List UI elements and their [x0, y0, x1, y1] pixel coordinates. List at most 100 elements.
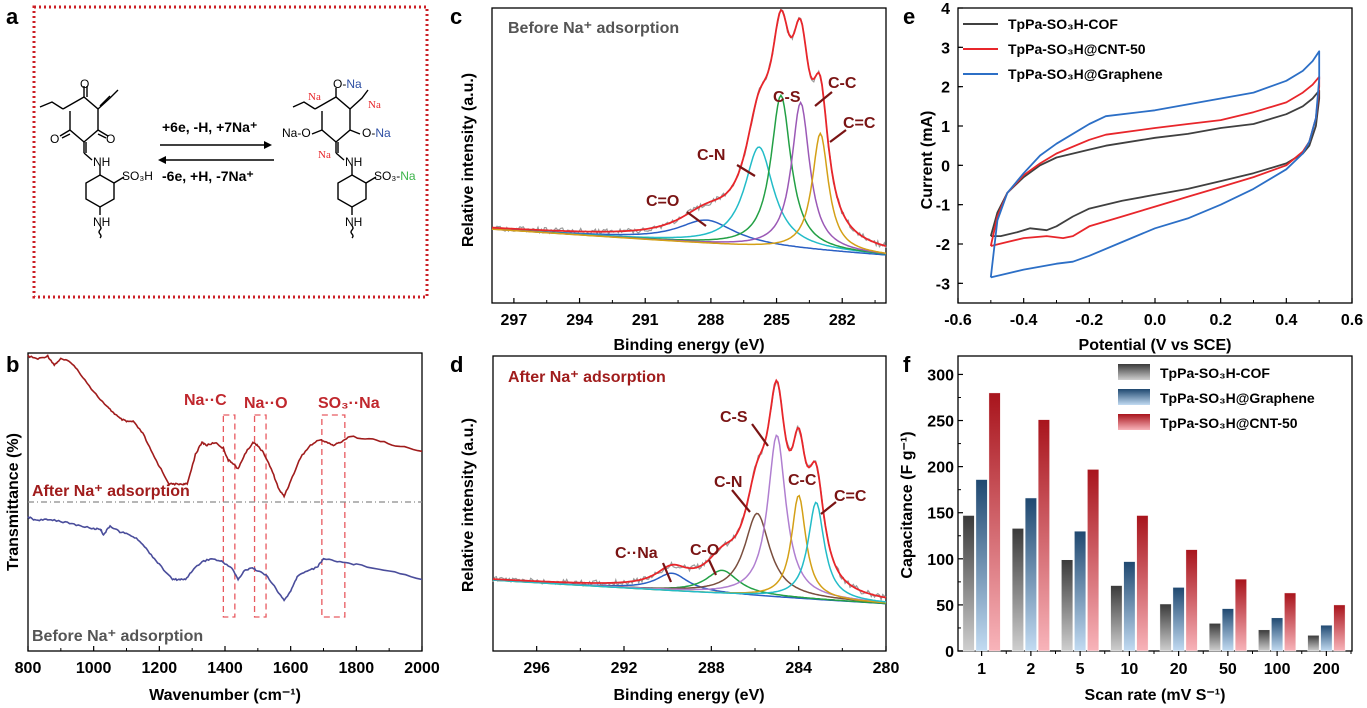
x-tick-label: 1 [977, 661, 986, 678]
bar [1258, 629, 1271, 652]
peak-label: C-S [773, 89, 801, 106]
raw-spectrum-line [492, 381, 887, 602]
bar [1234, 578, 1247, 652]
peak-component-cn [491, 146, 887, 255]
y-tick-label: 100 [927, 552, 954, 569]
x-tick-label: 288 [698, 660, 725, 677]
peak-label: C-N [697, 147, 725, 164]
peak-label: C=C [834, 488, 867, 505]
plot-frame-f [957, 355, 1353, 652]
plot-frame-d [492, 355, 887, 652]
y-axis-label-c: Relative intensity (a.u.) [460, 73, 477, 247]
product-na-left: Na [308, 91, 321, 103]
product-na-right: Na [368, 99, 381, 111]
x-tick-label: -0.4 [1010, 312, 1038, 329]
y-tick-label: 250 [927, 414, 954, 431]
x-tick-label: 280 [873, 660, 900, 677]
y-axis-label-d: Relative intensity (a.u.) [460, 418, 477, 592]
x-tick-label: 288 [698, 312, 725, 329]
series-line-before [27, 516, 423, 602]
x-tick-label: 282 [829, 312, 856, 329]
leader-line [829, 129, 847, 143]
x-tick-label: 200 [1313, 661, 1340, 678]
y-tick-label: -3 [936, 276, 950, 293]
leader-line [820, 501, 837, 515]
legend-swatch [1118, 414, 1150, 430]
molecule-reactant [39, 86, 125, 239]
leader-line [661, 562, 673, 583]
bar [1110, 585, 1123, 652]
y-tick-label: 1 [941, 119, 950, 136]
peak-label: C-S [720, 409, 748, 426]
y-tick-label: -1 [936, 198, 950, 215]
peak-component-co [491, 219, 887, 256]
forward-reaction-label: +6e, -H, +7Na⁺ [162, 119, 257, 135]
x-tick-label: 1600 [273, 660, 309, 677]
x-tick-label: 296 [523, 660, 550, 677]
label-before-adsorption: Before Na⁺ adsorption [32, 628, 203, 645]
reverse-arrowhead-icon [158, 156, 166, 164]
forward-arrowhead-icon [264, 141, 272, 149]
peak-label: C-C [828, 75, 857, 92]
bar [1074, 530, 1087, 652]
x-tick-label: 50 [1219, 661, 1237, 678]
series-line-after [27, 354, 423, 499]
peak-label: C=O [646, 193, 679, 210]
molecule-product [292, 88, 377, 239]
bar [1159, 603, 1172, 652]
x-axis-label-b: Wavenumber (cm⁻¹) [149, 687, 301, 704]
x-tick-label: 5 [1076, 661, 1085, 678]
reaction-arrows [158, 141, 274, 164]
x-axis-label-f: Scan rate (mV S⁻¹) [1085, 687, 1226, 704]
x-tick-label: 285 [763, 312, 790, 329]
bar [1271, 617, 1284, 652]
legend-swatch [1118, 364, 1150, 380]
panel-a-dotted-frame [32, 5, 429, 299]
legend-label: TpPa-SO₃H@Graphene [1008, 66, 1163, 82]
bar [1011, 528, 1024, 652]
x-tick-label: -0.6 [944, 312, 972, 329]
x-tick-label: 10 [1120, 661, 1138, 678]
panel-letter-f: f [903, 352, 911, 377]
bar [962, 515, 975, 652]
leader-line [736, 164, 756, 177]
panel-b-ftir-chart: b 800 1000 1200 1400 1600 1800 2000 Na··C Na··… [5, 352, 440, 704]
panel-a: a O O O NH SO₃H NH [6, 4, 429, 299]
bar [1320, 624, 1333, 652]
panel-d-xps-chart: d 296 292 288 284 280 After Na⁺ adsorption C… [450, 352, 900, 704]
panel-letter-e: e [903, 4, 915, 29]
y-tick-label: 50 [936, 598, 954, 615]
x-tick-label: 1200 [142, 660, 178, 677]
bar [1208, 623, 1221, 652]
y-tick-label: 2 [941, 80, 950, 97]
peak-component-cs [492, 434, 887, 603]
leader-line [751, 423, 769, 447]
label-after-adsorption: After Na⁺ adsorption [32, 483, 190, 500]
y-tick-label: 0 [945, 644, 954, 661]
cv-curve-graphene [989, 50, 1321, 279]
product-nh-bottom: NH [345, 215, 362, 229]
product-na-o-left: Na-O [282, 126, 311, 140]
x-axis-label-d: Binding energy (eV) [613, 687, 764, 704]
panel-letter-d: d [450, 352, 463, 377]
x-tick-label: 291 [632, 312, 659, 329]
product-o-top: O-Na [333, 77, 362, 91]
legend-f: TpPa-SO₃H-COF TpPa-SO₃H@Graphene TpPa-SO₃H… [1118, 364, 1315, 431]
plot-frame-c [491, 7, 887, 304]
highlight-box [222, 414, 236, 618]
peak-label: C-O [690, 542, 719, 559]
panel-e-cv-chart: e -0.6 -0.4 -0.2 0.0 0.2 0.4 0.6 -3 -2 -1 0 1 2 3 4 Tp… [903, 1, 1363, 354]
panel-letter-a: a [6, 4, 19, 29]
bar [1221, 608, 1234, 652]
legend-label: TpPa-SO₃H-COF [1160, 365, 1270, 381]
panel-f-bar-chart: f 1 2 5 10 20 50 100 200 0 50 100 150 200 250 300 TpPa… [899, 352, 1353, 704]
peak-component-co [492, 569, 887, 605]
bar [1333, 604, 1346, 652]
y-tick-label: -2 [936, 237, 950, 254]
bar [988, 392, 1001, 652]
x-tick-label: -0.2 [1076, 312, 1104, 329]
bar [1307, 635, 1320, 652]
y-axis-label-b: Transmittance (%) [5, 433, 22, 571]
annotation-na-o: Na··O [244, 395, 288, 412]
title-d: After Na⁺ adsorption [508, 369, 666, 386]
